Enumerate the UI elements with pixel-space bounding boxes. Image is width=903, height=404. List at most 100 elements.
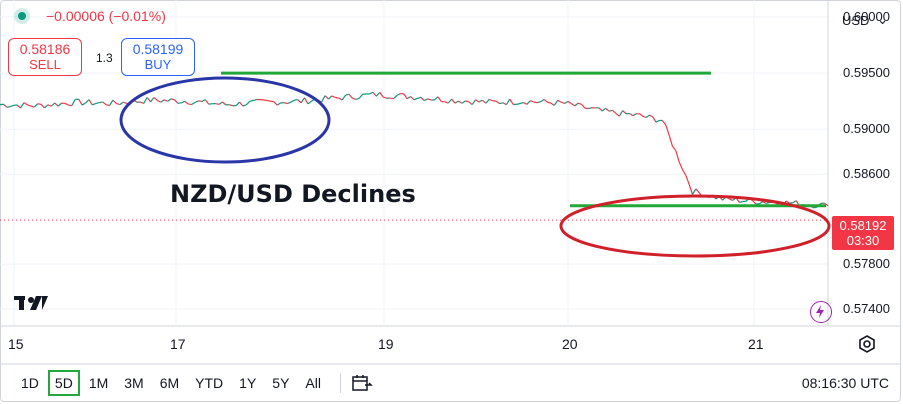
price-segment	[675, 150, 680, 163]
price-segment	[691, 188, 697, 195]
price-segment	[681, 169, 687, 176]
timeframe-button-ytd[interactable]: YTD	[195, 375, 224, 391]
price-segment	[655, 119, 660, 123]
price-segment	[23, 102, 28, 106]
price-segment	[478, 99, 483, 103]
timeframe-toolbar: 1D 5D 1M 3M 6M YTD 1Y 5Y All 08:16:30 UTC	[0, 364, 901, 402]
price-segment	[338, 97, 343, 101]
buy-label: BUY	[144, 57, 172, 72]
buy-button[interactable]: 0.58199 BUY	[121, 38, 195, 76]
price-segment	[434, 96, 439, 101]
chevron-down-icon: ⌄	[877, 12, 888, 27]
price-segment	[37, 103, 42, 105]
price-segment	[396, 93, 401, 96]
price-segment	[201, 99, 206, 102]
toolbar-separator	[339, 373, 341, 393]
price-segment	[765, 201, 770, 204]
price-segment	[427, 98, 432, 101]
price-segment	[116, 102, 120, 106]
price-segment	[102, 101, 107, 106]
price-segment	[57, 102, 62, 107]
price-segment	[615, 112, 620, 117]
current-price: 0.58192	[839, 218, 887, 233]
timeframe-button-all[interactable]: All	[305, 375, 321, 391]
price-segment	[447, 98, 453, 104]
y-tick-label: 0.59000	[843, 121, 890, 137]
price-segment	[163, 99, 168, 102]
x-tick-label: 15	[8, 336, 24, 352]
price-segment	[553, 99, 559, 106]
price-segment	[184, 100, 189, 105]
price-segment	[632, 113, 637, 117]
price-segment	[88, 99, 93, 106]
price-segment	[739, 200, 743, 203]
lightning-icon[interactable]	[810, 301, 832, 323]
timeframe-button-1m[interactable]: 1M	[88, 375, 109, 391]
price-segment	[499, 102, 504, 105]
price-segment	[300, 97, 306, 104]
price-segment	[820, 202, 825, 205]
date-range-icon[interactable]	[351, 373, 373, 393]
bar-countdown: 03:30	[846, 233, 880, 248]
price-segment	[519, 102, 524, 105]
price-segment	[557, 99, 562, 103]
price-segment	[605, 107, 610, 112]
settings-gear-icon[interactable]	[857, 334, 877, 354]
price-segment	[276, 102, 281, 106]
price-segment	[389, 97, 394, 100]
price-segment	[239, 101, 244, 107]
price-segment	[352, 97, 357, 101]
timeframe-button-1d[interactable]: 1D	[21, 375, 39, 391]
price-segment	[695, 188, 700, 194]
timeframe-button-5d[interactable]: 5D	[47, 370, 80, 396]
price-segment	[652, 116, 657, 123]
timeframe-button-6m[interactable]: 6M	[159, 375, 180, 391]
price-segment	[526, 100, 531, 105]
price-segment	[170, 98, 175, 101]
price-segment	[119, 101, 124, 106]
price-segment	[424, 98, 428, 102]
price-segment	[95, 102, 100, 105]
utc-clock[interactable]: 08:16:30 UTC	[801, 375, 889, 391]
price-segment	[560, 101, 565, 104]
sell-button[interactable]: 0.58186 SELL	[8, 38, 82, 76]
price-segment	[622, 110, 627, 115]
price-segment	[242, 104, 247, 107]
price-segment	[85, 99, 90, 104]
price-segment	[608, 109, 613, 112]
price-segment	[112, 99, 117, 104]
price-segment	[601, 107, 606, 112]
price-segment	[372, 91, 377, 97]
currency-select[interactable]: USD ⌄	[834, 7, 896, 33]
price-segment	[328, 95, 333, 100]
price-segment	[645, 114, 650, 118]
timeframe-button-5y[interactable]: 5Y	[272, 375, 290, 391]
price-segment	[307, 100, 312, 105]
price-segment	[283, 102, 288, 105]
timeframe-button-1y[interactable]: 1Y	[239, 375, 257, 391]
price-segment	[143, 97, 148, 104]
price-segment	[383, 96, 387, 99]
x-tick-label: 21	[748, 336, 764, 352]
price-segment	[649, 114, 654, 118]
buy-price: 0.58199	[132, 41, 184, 57]
price-segment	[471, 99, 477, 105]
price-segment	[574, 102, 579, 107]
price-segment	[44, 104, 49, 109]
price-segment	[454, 100, 459, 104]
price-segment	[482, 99, 487, 104]
price-segment	[341, 94, 347, 101]
price-segment	[550, 102, 555, 106]
price-segment	[444, 101, 449, 104]
price-segment	[642, 115, 647, 119]
price-segment	[369, 91, 374, 95]
price-segment	[537, 101, 541, 104]
price-segment	[3, 103, 8, 108]
price-segment	[78, 98, 83, 106]
price-segment	[581, 103, 586, 109]
timeframe-button-3m[interactable]: 3M	[124, 375, 144, 391]
market-open-icon	[18, 12, 26, 20]
price-segment	[218, 101, 223, 105]
price-segment	[215, 103, 220, 105]
